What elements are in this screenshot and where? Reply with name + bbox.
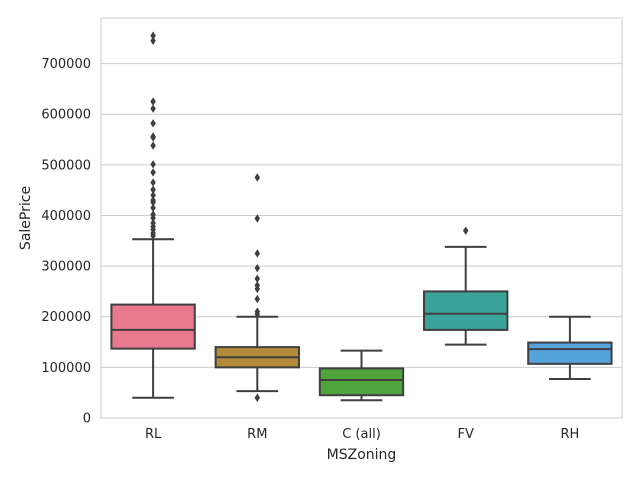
outlier-point	[150, 97, 156, 106]
outlier-point	[254, 284, 261, 294]
box-series	[110, 31, 613, 402]
plot-frame	[100, 17, 623, 419]
y-tick-label: 600000	[41, 108, 91, 123]
outlier-point	[150, 231, 156, 240]
iqr-box	[423, 290, 509, 331]
outlier-point	[254, 173, 261, 182]
x-tick-labels: RL RM C (all) FV RH	[145, 427, 579, 442]
outlier-point	[254, 310, 261, 319]
outlier-point	[150, 119, 156, 128]
box-c-all	[318, 349, 405, 402]
box-rm	[214, 173, 300, 402]
outlier-point	[254, 249, 261, 258]
y-tick-label: 700000	[41, 57, 91, 72]
outlier-point	[254, 263, 261, 273]
iqr-box	[527, 341, 613, 365]
outlier-point	[150, 36, 156, 45]
outlier-point	[150, 141, 156, 150]
outlier-point	[150, 104, 156, 113]
x-axis-label: MSZoning	[327, 447, 397, 463]
outlier-point	[150, 191, 156, 200]
outlier-point	[150, 31, 156, 40]
outlier-point	[150, 203, 156, 213]
outlier-point	[254, 393, 261, 402]
outlier-point	[150, 185, 156, 194]
box-fv	[423, 226, 509, 346]
box-rl	[110, 31, 196, 399]
y-axis-label: SalePrice	[18, 186, 34, 250]
outlier-point	[150, 133, 156, 142]
outlier-point	[150, 213, 156, 223]
iqr-box	[110, 303, 196, 350]
outlier-point	[254, 294, 261, 304]
x-tick-label: RM	[247, 427, 267, 442]
x-tick-label: RL	[145, 427, 162, 442]
outlier-point	[254, 274, 261, 283]
y-tick-label: 300000	[41, 260, 91, 275]
x-tick-label: RH	[560, 427, 579, 442]
outlier-point	[150, 178, 156, 187]
outlier-point	[150, 168, 156, 177]
outlier-point	[150, 160, 156, 169]
outlier-point	[150, 198, 156, 207]
y-tick-labels: 0 100000 200000 300000 400000 500000 600000 700…	[41, 57, 91, 426]
box-rh	[527, 315, 613, 381]
outlier-point	[254, 214, 261, 223]
y-tick-label: 100000	[41, 361, 91, 376]
y-tick-label: 400000	[41, 209, 91, 224]
y-tick-label: 0	[83, 412, 91, 427]
iqr-box	[318, 367, 405, 397]
y-tick-label: 500000	[41, 158, 91, 173]
x-tick-label: C (all)	[342, 427, 381, 442]
outlier-point	[462, 226, 469, 235]
y-tick-label: 200000	[41, 310, 91, 325]
x-tick-label: FV	[458, 427, 474, 442]
